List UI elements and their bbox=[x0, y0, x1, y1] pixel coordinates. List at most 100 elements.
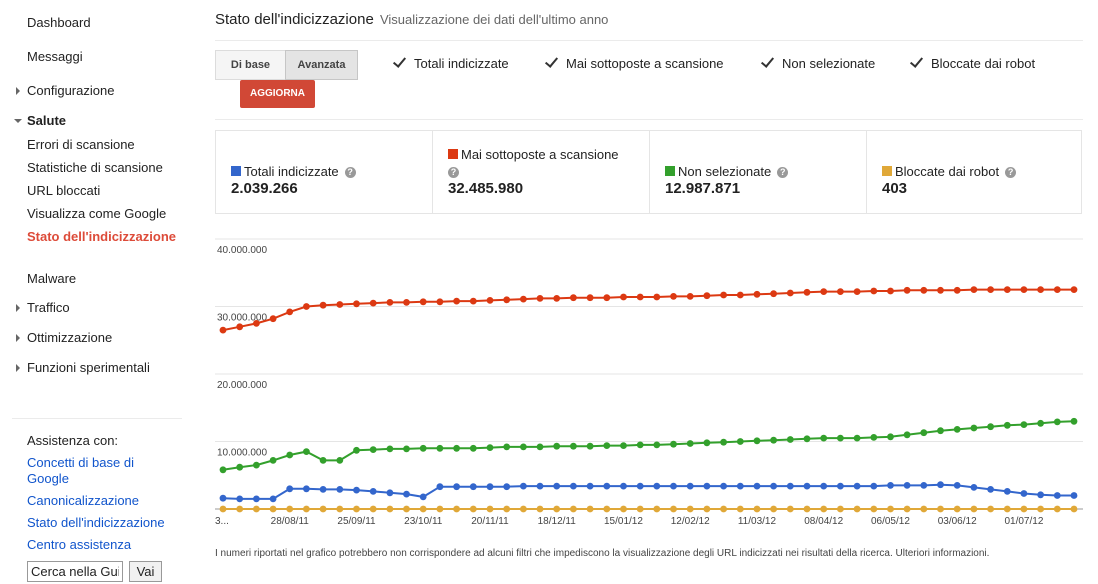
data-point bbox=[803, 505, 811, 513]
checkbox-totali-indicizzate[interactable]: Totali indicizzate bbox=[393, 56, 509, 71]
sidebar-nav: Dashboard Messaggi Configurazione Salute… bbox=[0, 0, 195, 584]
data-point bbox=[887, 433, 894, 441]
data-point bbox=[620, 293, 627, 301]
data-point bbox=[319, 457, 327, 464]
data-point bbox=[1037, 419, 1044, 427]
data-point bbox=[336, 301, 344, 308]
sidebar-item-stato-indicizzazione[interactable]: Stato dell'indicizzazione bbox=[27, 229, 176, 244]
data-point bbox=[920, 286, 928, 294]
stat-label: Bloccate dai robot? bbox=[882, 164, 1017, 179]
data-point bbox=[1020, 286, 1028, 293]
data-point bbox=[553, 482, 561, 490]
data-point bbox=[269, 315, 277, 323]
data-point bbox=[970, 286, 978, 293]
sidebar-item-visualizza-come-google[interactable]: Visualizza come Google bbox=[27, 206, 167, 221]
data-point bbox=[269, 495, 277, 503]
data-point bbox=[803, 288, 811, 296]
data-point bbox=[937, 427, 944, 435]
data-point bbox=[753, 482, 761, 490]
index-status-chart: 40.000.000 30.000.000 20.000.000 10.000.000… bbox=[215, 238, 1083, 527]
data-point bbox=[319, 301, 327, 309]
help-icon[interactable]: ? bbox=[1005, 167, 1017, 178]
data-point bbox=[803, 482, 811, 490]
data-point bbox=[553, 442, 561, 450]
data-point bbox=[269, 505, 277, 513]
checkbox-bloccate-robot[interactable]: Bloccate dai robot bbox=[910, 56, 1035, 71]
x-tick-label: 3... bbox=[215, 516, 229, 527]
data-point bbox=[219, 326, 227, 334]
checkbox-non-selezionate[interactable]: Non selezionate bbox=[761, 56, 875, 71]
sidebar-item-url-bloccati[interactable]: URL bloccati bbox=[27, 183, 101, 198]
sidebar-item-traffico[interactable]: Traffico bbox=[16, 300, 70, 315]
help-search-input[interactable] bbox=[27, 561, 123, 582]
series-line bbox=[222, 483, 1074, 500]
data-point bbox=[870, 505, 878, 513]
view-basic-button[interactable]: Di base bbox=[215, 50, 286, 80]
data-point bbox=[1070, 492, 1078, 499]
data-point bbox=[336, 505, 344, 513]
data-point bbox=[486, 444, 494, 451]
help-link-centro-assistenza[interactable]: Centro assistenza bbox=[27, 537, 132, 552]
help-icon[interactable]: ? bbox=[777, 167, 789, 178]
sidebar-item-malware[interactable]: Malware bbox=[27, 271, 77, 286]
data-point bbox=[219, 494, 227, 502]
sidebar-item-dashboard[interactable]: Dashboard bbox=[27, 15, 91, 30]
data-point bbox=[253, 505, 260, 513]
help-icon[interactable]: ? bbox=[344, 167, 356, 178]
x-tick-label: 01/07/12 bbox=[1004, 516, 1043, 527]
sidebar-item-configurazione[interactable]: Configurazione bbox=[15, 83, 115, 98]
data-point bbox=[336, 486, 344, 493]
data-point bbox=[303, 505, 310, 513]
data-point bbox=[1020, 490, 1028, 497]
controls-divider bbox=[215, 119, 1083, 120]
y-tick-label: 10.000.000 bbox=[217, 448, 267, 459]
data-point bbox=[837, 482, 844, 490]
view-advanced-button[interactable]: Avanzata bbox=[285, 50, 358, 80]
help-link-concetti-base[interactable]: Concetti di base di Google bbox=[27, 455, 134, 486]
data-point bbox=[486, 483, 494, 491]
update-button[interactable]: AGGIORNA bbox=[240, 80, 315, 108]
sidebar-item-messaggi[interactable]: Messaggi bbox=[27, 49, 83, 64]
data-point bbox=[720, 482, 727, 490]
data-point bbox=[253, 461, 260, 469]
data-point bbox=[1070, 417, 1078, 425]
data-point bbox=[703, 482, 711, 490]
data-point bbox=[453, 444, 460, 452]
data-point bbox=[469, 444, 477, 452]
stat-non-selezionate: Non selezionate? 12.987.871 bbox=[649, 131, 866, 213]
data-point bbox=[570, 482, 577, 490]
help-title: Assistenza con: bbox=[27, 433, 119, 448]
data-point bbox=[770, 436, 777, 444]
sidebar-item-funzioni-sperimentali[interactable]: Funzioni sperimentali bbox=[16, 360, 150, 375]
data-point bbox=[653, 505, 661, 513]
help-link-canonicalizzazione[interactable]: Canonicalizzazione bbox=[27, 493, 140, 508]
checkbox-mai-sottoposte[interactable]: Mai sottoposte a scansione bbox=[545, 56, 724, 71]
sidebar-item-ottimizzazione[interactable]: Ottimizzazione bbox=[15, 330, 113, 345]
help-link-stato-indicizzazione[interactable]: Stato dell'indicizzazione bbox=[27, 515, 165, 530]
data-point bbox=[703, 439, 711, 447]
help-search-button[interactable]: Vai bbox=[129, 561, 162, 582]
sidebar-item-errori-scansione[interactable]: Errori di scansione bbox=[27, 137, 135, 152]
data-point bbox=[353, 486, 360, 494]
main-content: Stato dell'indicizzazione Visualizzazion… bbox=[215, 0, 1083, 584]
data-point bbox=[770, 505, 777, 513]
stat-label-text: Mai sottoposte a scansione bbox=[461, 147, 619, 162]
data-point bbox=[953, 482, 961, 489]
data-point bbox=[653, 441, 661, 449]
sidebar-item-salute[interactable]: Salute bbox=[13, 113, 67, 128]
data-point bbox=[703, 292, 711, 300]
sidebar-item-statistiche-scansione[interactable]: Statistiche di scansione bbox=[27, 160, 163, 175]
data-point bbox=[670, 440, 677, 448]
x-tick-label: 12/02/12 bbox=[671, 516, 710, 527]
data-point bbox=[653, 293, 661, 301]
stat-value: 2.039.266 bbox=[231, 180, 298, 197]
data-point bbox=[786, 482, 794, 490]
data-point bbox=[253, 495, 260, 503]
data-point bbox=[419, 444, 427, 452]
data-point bbox=[953, 505, 961, 513]
data-point bbox=[1037, 491, 1044, 499]
data-point bbox=[436, 505, 444, 513]
data-point bbox=[319, 486, 327, 493]
x-tick-label: 08/04/12 bbox=[804, 516, 843, 527]
help-icon[interactable]: ? bbox=[448, 167, 459, 178]
